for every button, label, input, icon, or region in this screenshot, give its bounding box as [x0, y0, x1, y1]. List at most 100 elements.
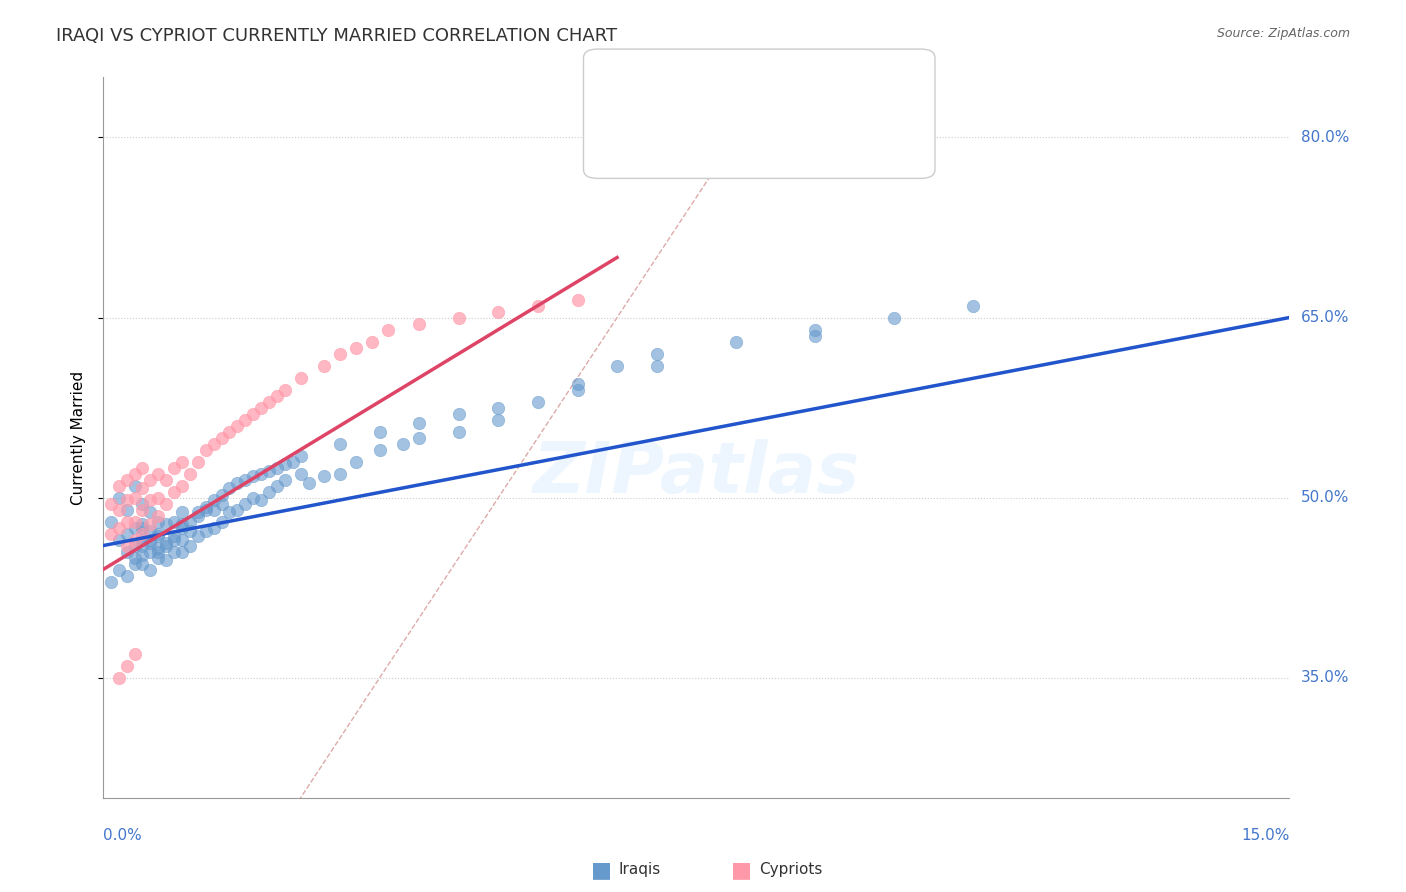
- Point: [163, 544, 186, 558]
- Point: [107, 533, 129, 547]
- Point: [139, 516, 162, 531]
- Point: [131, 460, 153, 475]
- Point: [170, 533, 193, 547]
- Point: [408, 416, 430, 430]
- Point: [194, 500, 217, 515]
- Point: [187, 505, 209, 519]
- Point: [392, 436, 415, 450]
- Point: [124, 539, 146, 553]
- Point: [567, 383, 589, 397]
- Point: [250, 467, 273, 481]
- Point: [148, 529, 170, 543]
- Point: [645, 346, 668, 360]
- Point: [274, 383, 297, 397]
- Point: [107, 478, 129, 492]
- Text: Source: ZipAtlas.com: Source: ZipAtlas.com: [1216, 27, 1350, 40]
- Point: [179, 515, 201, 529]
- Point: [447, 310, 470, 325]
- Point: [962, 299, 984, 313]
- Point: [187, 508, 209, 523]
- Point: [447, 425, 470, 439]
- Y-axis label: Currently Married: Currently Married: [72, 370, 86, 505]
- Point: [242, 407, 264, 421]
- Point: [233, 412, 256, 426]
- Point: [527, 299, 550, 313]
- Point: [329, 436, 352, 450]
- Point: [139, 544, 162, 558]
- Point: [233, 473, 256, 487]
- Point: [100, 574, 122, 589]
- Point: [170, 520, 193, 534]
- Point: [226, 502, 249, 516]
- Point: [155, 536, 177, 550]
- Point: [567, 293, 589, 307]
- Point: [266, 388, 288, 402]
- Point: [211, 431, 233, 445]
- Point: [107, 502, 129, 516]
- Point: [233, 497, 256, 511]
- Point: [131, 548, 153, 562]
- Point: [155, 539, 177, 553]
- Point: [139, 524, 162, 539]
- Point: [274, 473, 297, 487]
- Point: [297, 476, 319, 491]
- Point: [360, 334, 382, 349]
- Point: [139, 533, 162, 547]
- Point: [139, 473, 162, 487]
- Point: [155, 497, 177, 511]
- Point: [179, 467, 201, 481]
- Point: [242, 491, 264, 505]
- Point: [131, 481, 153, 495]
- Point: [724, 334, 747, 349]
- Point: [155, 473, 177, 487]
- Point: [163, 533, 186, 547]
- Text: 15.0%: 15.0%: [1241, 828, 1289, 843]
- Text: R = 0.444   N =  56: R = 0.444 N = 56: [647, 113, 796, 128]
- Point: [250, 401, 273, 415]
- Point: [148, 508, 170, 523]
- Point: [226, 476, 249, 491]
- Point: [124, 550, 146, 565]
- Point: [274, 457, 297, 471]
- Point: [148, 544, 170, 558]
- Point: [170, 544, 193, 558]
- Point: [115, 502, 138, 516]
- Text: Cypriots: Cypriots: [759, 863, 823, 877]
- Point: [218, 425, 240, 439]
- Point: [148, 491, 170, 505]
- Point: [250, 493, 273, 508]
- Point: [139, 536, 162, 550]
- Point: [527, 394, 550, 409]
- Point: [202, 502, 225, 516]
- Point: [131, 526, 153, 541]
- Text: Iraqis: Iraqis: [619, 863, 661, 877]
- Point: [124, 520, 146, 534]
- Point: [211, 488, 233, 502]
- Point: [115, 526, 138, 541]
- Point: [107, 520, 129, 534]
- Point: [148, 550, 170, 565]
- Point: [170, 516, 193, 531]
- Point: [486, 412, 509, 426]
- Point: [606, 359, 628, 373]
- Point: [131, 520, 153, 534]
- Point: [131, 516, 153, 531]
- Text: IRAQI VS CYPRIOT CURRENTLY MARRIED CORRELATION CHART: IRAQI VS CYPRIOT CURRENTLY MARRIED CORRE…: [56, 27, 617, 45]
- Text: ZIPatlas: ZIPatlas: [533, 439, 860, 508]
- Point: [804, 328, 827, 343]
- Point: [368, 442, 391, 457]
- Point: [163, 460, 186, 475]
- Point: [131, 497, 153, 511]
- Point: [170, 478, 193, 492]
- Point: [290, 370, 312, 384]
- Text: R = 0.305   N = 105: R = 0.305 N = 105: [647, 78, 801, 92]
- Point: [131, 539, 153, 553]
- Point: [266, 478, 288, 492]
- Point: [100, 526, 122, 541]
- Point: [211, 497, 233, 511]
- Text: ■: ■: [731, 860, 752, 880]
- Point: [486, 304, 509, 318]
- Point: [194, 442, 217, 457]
- Point: [100, 515, 122, 529]
- Point: [115, 515, 138, 529]
